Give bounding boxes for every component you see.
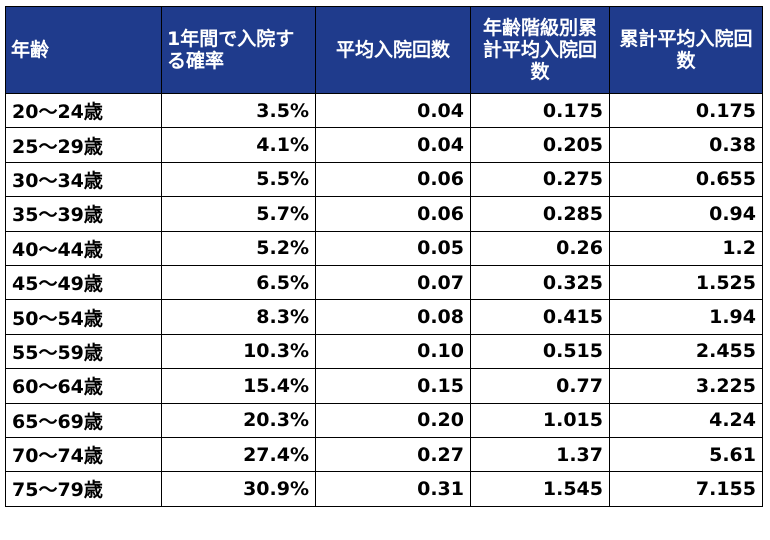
bracket-cumulative-cell: 0.515 [470,333,610,370]
avg-admissions-cell: 0.31 [315,471,471,507]
cumulative-avg-cell: 7.155 [609,471,763,507]
avg-admissions-cell: 0.08 [315,299,471,335]
table-row: 60〜64歳 15.4% 0.15 0.77 3.225 [5,368,763,404]
table-row: 45〜49歳 6.5% 0.07 0.325 1.525 [5,264,763,301]
age-cell: 40〜44歳 [5,230,162,266]
table-row: 35〜39歳 5.7% 0.06 0.285 0.94 [5,196,763,232]
table-row: 55〜59歳 10.3% 0.10 0.515 2.455 [5,333,763,370]
bracket-cumulative-cell: 0.415 [470,299,610,335]
table-row: 70〜74歳 27.4% 0.27 1.37 5.61 [5,436,763,473]
cumulative-avg-cell: 2.455 [609,333,763,370]
cumulative-avg-cell: 1.94 [609,299,763,335]
avg-admissions-cell: 0.06 [315,196,471,232]
header-annual-probability: 1年間で入院する確率 [161,6,316,94]
age-cell: 55〜59歳 [5,333,162,370]
header-avg-admissions: 平均入院回数 [315,6,471,94]
probability-cell: 8.3% [161,299,316,335]
cumulative-avg-cell: 0.94 [609,196,763,232]
bracket-cumulative-cell: 0.285 [470,196,610,232]
avg-admissions-cell: 0.20 [315,402,471,438]
probability-cell: 5.7% [161,196,316,232]
cumulative-avg-cell: 3.225 [609,368,763,404]
age-cell: 65〜69歳 [5,402,162,438]
probability-cell: 15.4% [161,368,316,404]
hospitalization-table: 年齢 1年間で入院する確率 平均入院回数 年齢階級別累計平均入院回数 累計平均入… [5,6,763,507]
avg-admissions-cell: 0.06 [315,161,471,198]
bracket-cumulative-cell: 0.26 [470,230,610,266]
age-cell: 35〜39歳 [5,196,162,232]
age-cell: 30〜34歳 [5,161,162,198]
age-cell: 70〜74歳 [5,436,162,473]
bracket-cumulative-cell: 0.77 [470,368,610,404]
probability-cell: 6.5% [161,264,316,301]
cumulative-avg-cell: 1.2 [609,230,763,266]
age-cell: 25〜29歳 [5,127,162,163]
probability-cell: 4.1% [161,127,316,163]
cumulative-avg-cell: 1.525 [609,264,763,301]
probability-cell: 20.3% [161,402,316,438]
age-cell: 50〜54歳 [5,299,162,335]
header-row: 年齢 1年間で入院する確率 平均入院回数 年齢階級別累計平均入院回数 累計平均入… [5,6,763,94]
table-row: 30〜34歳 5.5% 0.06 0.275 0.655 [5,161,763,198]
table-row: 20〜24歳 3.5% 0.04 0.175 0.175 [5,92,763,129]
avg-admissions-cell: 0.10 [315,333,471,370]
probability-cell: 5.5% [161,161,316,198]
age-cell: 75〜79歳 [5,471,162,507]
bracket-cumulative-cell: 0.175 [470,92,610,129]
header-cumulative-avg: 累計平均入院回数 [609,6,763,94]
cumulative-avg-cell: 4.24 [609,402,763,438]
bracket-cumulative-cell: 1.545 [470,471,610,507]
age-cell: 20〜24歳 [5,92,162,129]
table-row: 50〜54歳 8.3% 0.08 0.415 1.94 [5,299,763,335]
table-row: 65〜69歳 20.3% 0.20 1.015 4.24 [5,402,763,438]
header-age: 年齢 [5,6,162,94]
bracket-cumulative-cell: 1.37 [470,436,610,473]
age-cell: 60〜64歳 [5,368,162,404]
probability-cell: 3.5% [161,92,316,129]
probability-cell: 5.2% [161,230,316,266]
avg-admissions-cell: 0.04 [315,92,471,129]
probability-cell: 10.3% [161,333,316,370]
cumulative-avg-cell: 5.61 [609,436,763,473]
hospitalization-table-container: 年齢 1年間で入院する確率 平均入院回数 年齢階級別累計平均入院回数 累計平均入… [5,6,763,507]
table-row: 40〜44歳 5.2% 0.05 0.26 1.2 [5,230,763,266]
table-body: 20〜24歳 3.5% 0.04 0.175 0.175 25〜29歳 4.1% 0.04 0.… [5,92,763,507]
bracket-cumulative-cell: 0.275 [470,161,610,198]
table-row: 25〜29歳 4.1% 0.04 0.205 0.38 [5,127,763,163]
probability-cell: 30.9% [161,471,316,507]
bracket-cumulative-cell: 1.015 [470,402,610,438]
avg-admissions-cell: 0.27 [315,436,471,473]
age-cell: 45〜49歳 [5,264,162,301]
cumulative-avg-cell: 0.655 [609,161,763,198]
avg-admissions-cell: 0.07 [315,264,471,301]
cumulative-avg-cell: 0.175 [609,92,763,129]
table-row: 75〜79歳 30.9% 0.31 1.545 7.155 [5,471,763,507]
bracket-cumulative-cell: 0.325 [470,264,610,301]
probability-cell: 27.4% [161,436,316,473]
bracket-cumulative-cell: 0.205 [470,127,610,163]
table-header: 年齢 1年間で入院する確率 平均入院回数 年齢階級別累計平均入院回数 累計平均入… [5,6,763,94]
cumulative-avg-cell: 0.38 [609,127,763,163]
avg-admissions-cell: 0.04 [315,127,471,163]
header-bracket-cumulative: 年齢階級別累計平均入院回数 [470,6,610,94]
avg-admissions-cell: 0.15 [315,368,471,404]
avg-admissions-cell: 0.05 [315,230,471,266]
